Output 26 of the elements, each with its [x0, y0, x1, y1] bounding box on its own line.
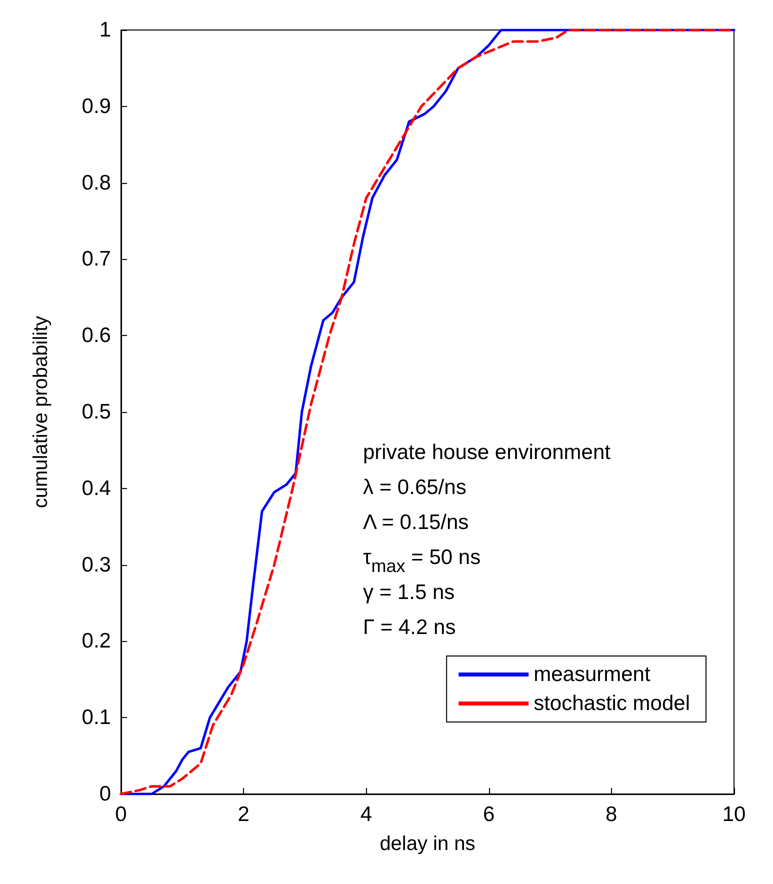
annotation: γ = 1.5 ns: [363, 581, 455, 604]
y-axis-title: cumulative probability: [30, 316, 52, 508]
y-tick-label: 1: [99, 18, 111, 42]
annotation: λ = 0.65/ns: [363, 476, 466, 499]
y-tick-label: 0.6: [82, 324, 111, 348]
y-tick-label: 0.1: [82, 706, 111, 730]
annotation: Λ = 0.15/ns: [363, 511, 469, 534]
x-tick-label: 2: [238, 803, 250, 826]
legend-label: stochastic model: [534, 692, 690, 715]
x-tick-label: 6: [482, 803, 495, 826]
y-tick-label: 0.3: [82, 553, 111, 576]
y-tick-label: 0.7: [82, 248, 111, 271]
x-tick-label: 4: [360, 803, 372, 826]
x-tick-label: 0: [115, 803, 127, 826]
x-tick-label: 10: [722, 803, 746, 826]
y-tick-label: 0.5: [82, 400, 111, 424]
legend-label: measurment: [534, 663, 650, 686]
annotation: private house environment: [363, 441, 611, 464]
y-tick-label: 0: [99, 782, 111, 806]
x-tick-label: 8: [606, 803, 618, 826]
y-tick-label: 0.4: [82, 476, 112, 500]
y-tick-label: 0.2: [82, 630, 111, 653]
annotation: Γ = 4.2 ns: [363, 616, 456, 639]
y-tick-label: 0.8: [82, 171, 111, 194]
x-axis-title: delay in ns: [380, 833, 476, 855]
y-tick-label: 0.9: [82, 94, 111, 118]
